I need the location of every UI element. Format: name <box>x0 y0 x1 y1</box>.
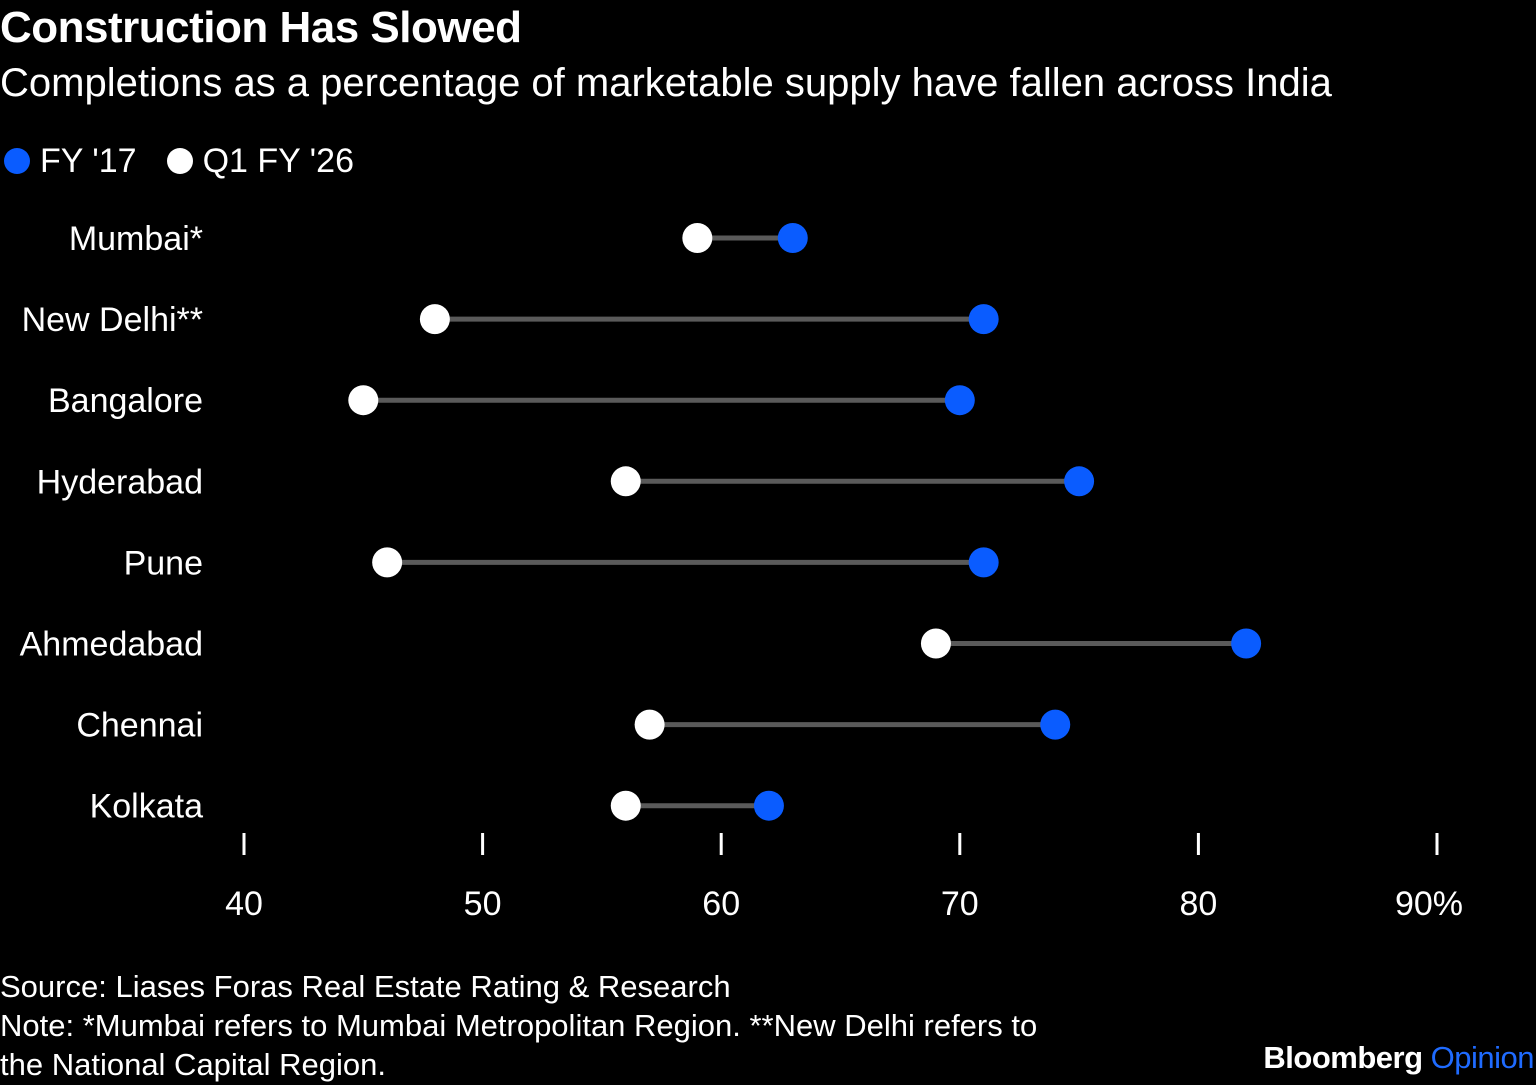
category-label-kolkata: Kolkata <box>90 788 203 826</box>
point-q1fy26-hyderabad <box>610 466 641 497</box>
legend-swatch-q1fy26 <box>166 148 193 174</box>
category-label-hyderabad: Hyderabad <box>37 463 203 501</box>
note-line-2: the National Capital Region. <box>0 1047 387 1082</box>
point-q1fy26-kolkata <box>610 790 641 821</box>
point-q1fy26-ahmedabad <box>920 628 951 659</box>
point-q1fy26-pune <box>372 547 403 578</box>
x-tick-label: 70 <box>941 885 979 923</box>
point-q1fy26-mumbai <box>682 223 713 253</box>
point-fy17-pune <box>968 547 999 578</box>
point-fy17-hyderabad <box>1064 466 1095 497</box>
point-q1fy26-bangalore <box>348 385 379 416</box>
point-fy17-mumbai <box>777 223 808 253</box>
category-label-mumbai: Mumbai* <box>69 220 203 258</box>
point-fy17-ahmedabad <box>1231 628 1262 659</box>
chart-subtitle: Completions as a percentage of marketabl… <box>0 61 1332 105</box>
brand-logo: Bloomberg Opinion <box>1263 1040 1534 1076</box>
x-tick-label: 50 <box>464 885 502 923</box>
legend-label-q1fy26: Q1 FY '26 <box>202 141 354 180</box>
point-fy17-kolkata <box>753 790 784 821</box>
x-tick-label: 80 <box>1179 885 1217 923</box>
category-label-ahmedabad: Ahmedabad <box>20 626 203 664</box>
note-line-1: Note: *Mumbai refers to Mumbai Metropoli… <box>0 1008 1038 1043</box>
footer: Source: Liases Foras Real Estate Rating … <box>0 967 1200 1084</box>
x-tick-label: 60 <box>702 885 740 923</box>
x-tick-label: 90% <box>1395 885 1463 923</box>
point-q1fy26-new-delhi <box>419 304 450 335</box>
legend-label-fy17: FY '17 <box>40 141 137 180</box>
point-fy17-chennai <box>1040 709 1071 740</box>
category-label-chennai: Chennai <box>76 707 203 745</box>
category-label-pune: Pune <box>124 544 203 582</box>
point-q1fy26-chennai <box>634 709 665 740</box>
chart-title: Construction Has Slowed <box>0 3 522 52</box>
legend-swatch-fy17 <box>4 148 30 174</box>
source-note: Source: Liases Foras Real Estate Rating … <box>0 969 731 1004</box>
category-label-new-delhi: New Delhi** <box>22 301 203 339</box>
legend-item-q1fy26: Q1 FY '26 <box>166 141 354 181</box>
point-fy17-new-delhi <box>968 304 999 335</box>
legend: FY '17 Q1 FY '26 <box>4 140 384 182</box>
point-fy17-bangalore <box>944 385 975 416</box>
brand-name: Bloomberg <box>1263 1040 1423 1075</box>
brand-section: Opinion <box>1430 1040 1535 1075</box>
x-tick-label: 40 <box>225 885 263 923</box>
category-label-bangalore: Bangalore <box>48 382 203 420</box>
dumbbell-chart: Mumbai* New Delhi** Bangalore Hyderabad Pune… <box>20 220 1463 923</box>
legend-item-fy17: FY '17 <box>4 142 137 181</box>
